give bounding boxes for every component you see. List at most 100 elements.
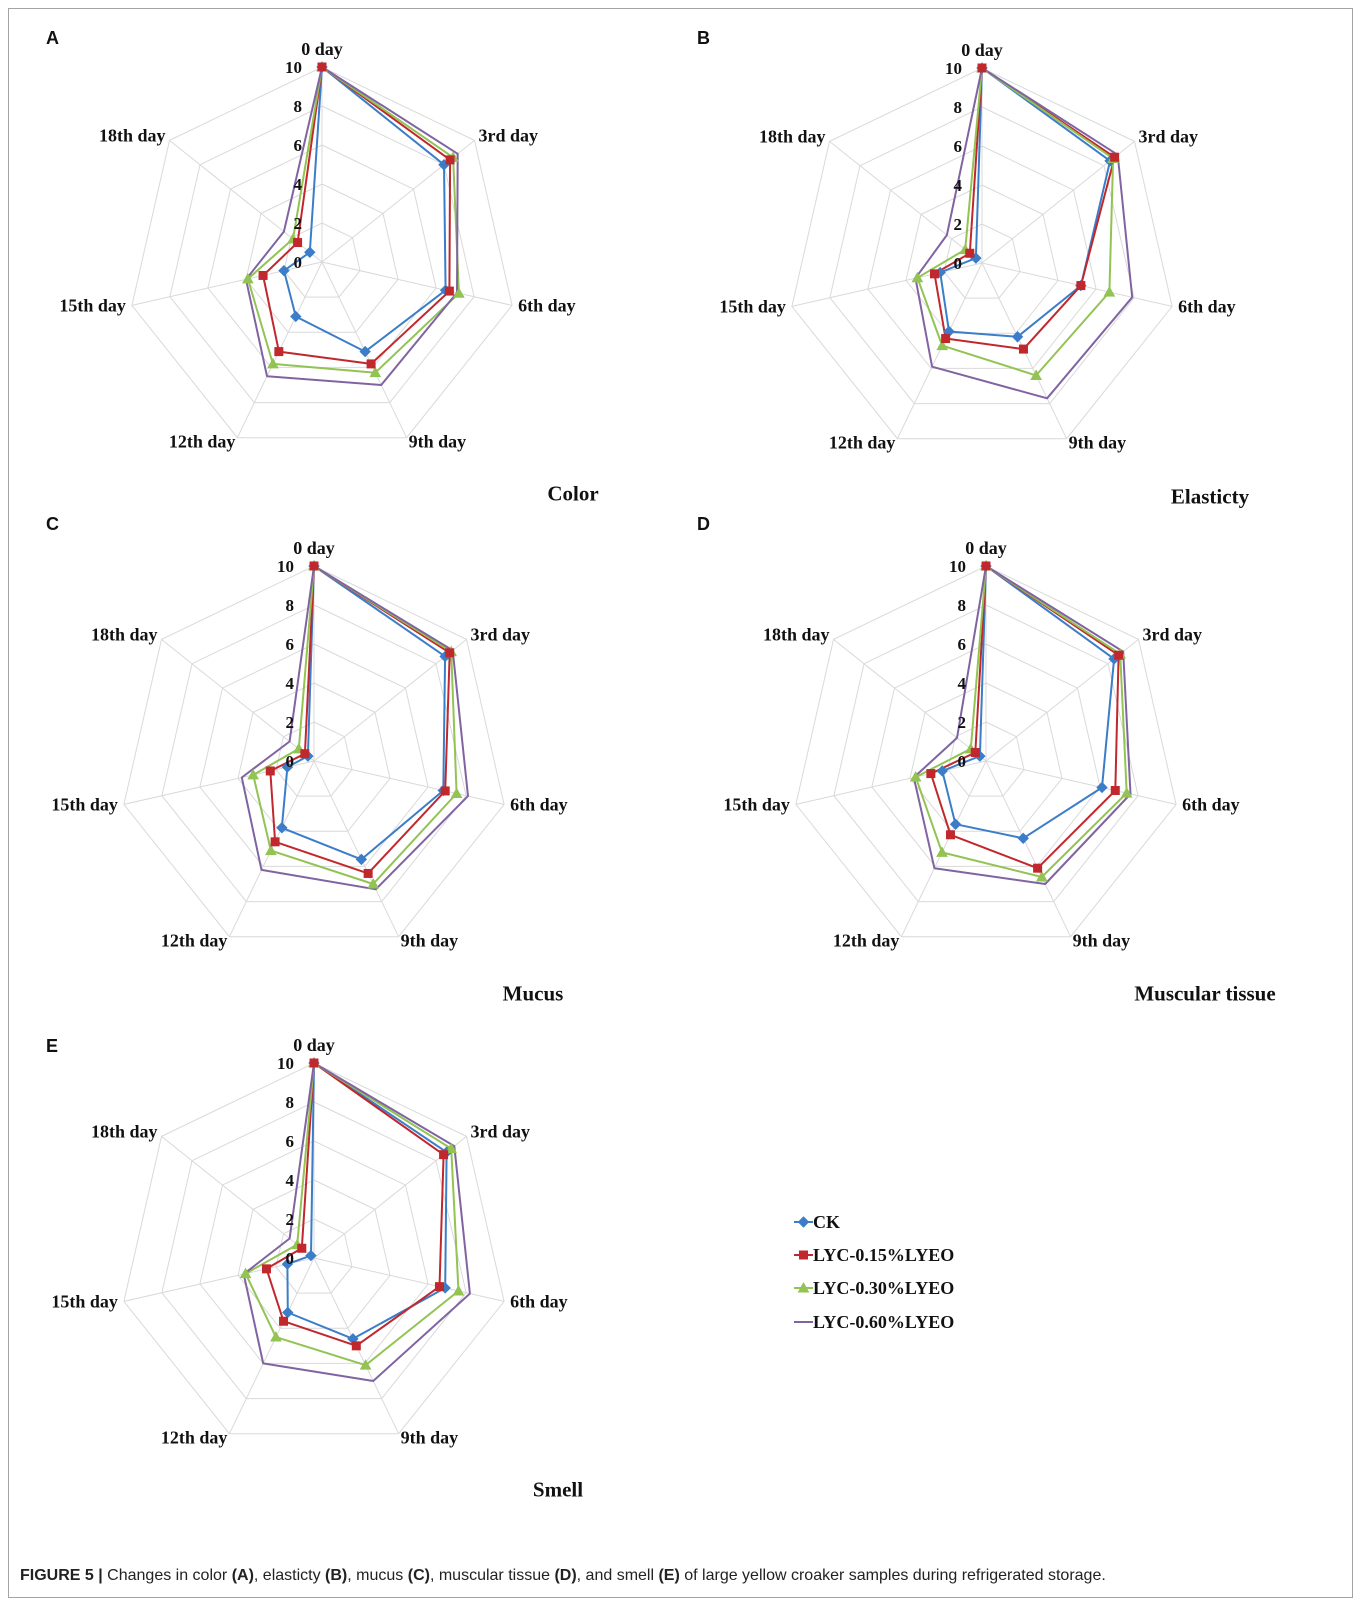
axis-label-a-9th-day: 9th day <box>409 432 467 452</box>
point-e-lyc-0-15-lyeo-0-day <box>309 1058 319 1068</box>
point-a-ck-15th-day <box>278 264 290 277</box>
axis-spoke-18th-day <box>161 1136 315 1259</box>
point-b-lyc-0-15-lyeo-15th-day <box>929 269 939 279</box>
point-a-lyc-0-15-lyeo-3rd-day <box>445 155 455 165</box>
point-a-lyc-0-15-lyeo-12th-day <box>274 347 284 357</box>
tick-label-c-2: 2 <box>286 713 295 732</box>
tick-label-c-0: 0 <box>286 752 295 771</box>
point-d-lyc-0-15-lyeo-0-day <box>981 561 991 571</box>
axis-spoke-9th-day <box>985 760 1072 937</box>
series-line-c-lyc-0-30-lyeo <box>252 565 458 885</box>
tick-label-b-10: 10 <box>945 59 962 78</box>
point-d-lyc-0-15-lyeo-12th-day <box>945 830 955 840</box>
axis-spoke-18th-day <box>833 639 987 762</box>
series-points-c-lyc-0-30-lyeo <box>247 559 463 889</box>
tick-label-c-10: 10 <box>277 557 294 576</box>
point-a-lyc-0-30-lyeo-9th-day <box>369 366 382 378</box>
point-e-lyc-0-15-lyeo-9th-day <box>351 1341 361 1351</box>
point-c-lyc-0-15-lyeo-0-day <box>309 561 319 571</box>
point-e-lyc-0-15-lyeo-6th-day <box>434 1282 444 1292</box>
tick-label-b-4: 4 <box>954 176 963 195</box>
grid-ring-4 <box>245 183 399 333</box>
legend-item-lyc-030: LYC-0.30%LYEO <box>794 1277 954 1299</box>
tick-label-e-10: 10 <box>277 1054 294 1073</box>
radar-chart-e: 0 2 4 6 8 100 day 3rd day 6th day 9th day 12th da… <box>51 1035 567 1448</box>
series-line-a-lyc-0-60-lyeo <box>245 66 459 386</box>
point-d-lyc-0-30-lyeo-6th-day <box>1120 787 1133 798</box>
axis-label-d-6th-day: 6th day <box>1182 794 1240 814</box>
axis-label-b-18th-day: 18th day <box>759 126 826 146</box>
axis-label-e-3rd-day: 3rd day <box>471 1121 531 1141</box>
tick-label-c-4: 4 <box>286 674 295 693</box>
point-b-lyc-0-30-lyeo-12th-day <box>936 339 949 351</box>
axis-label-d-12th-day: 12th day <box>833 931 900 951</box>
point-c-ck-15th-day <box>281 761 294 773</box>
grid-ring-6 <box>199 643 429 867</box>
point-b-lyc-0-15-lyeo-3rd-day <box>1110 152 1120 162</box>
point-c-lyc-0-30-lyeo-9th-day <box>367 877 380 889</box>
point-a-ck-18th-day <box>304 246 316 258</box>
point-d-lyc-0-30-lyeo-9th-day <box>1035 870 1048 882</box>
legend-marker-ck <box>797 1216 810 1228</box>
series-points-c-ck <box>276 560 451 866</box>
axis-spoke-18th-day <box>161 639 315 762</box>
grid-ring-10 <box>123 1062 505 1435</box>
point-a-lyc-0-15-lyeo-0-day <box>317 62 327 72</box>
panel-label-e: E <box>46 1036 59 1056</box>
axis-label-e-15th-day: 15th day <box>51 1291 118 1311</box>
point-c-lyc-0-15-lyeo-9th-day <box>363 868 373 878</box>
legend-marker-lyc-0-15-lyeo <box>799 1250 808 1260</box>
grid-ring-8 <box>833 604 1139 903</box>
chart-title-mucus: Mucus <box>502 981 564 1006</box>
series-points-a-lyc-0-15-lyeo <box>258 62 455 369</box>
grid-ring-4 <box>237 682 391 832</box>
series-line-d-lyc-0-30-lyeo <box>914 565 1128 878</box>
point-e-lyc-0-30-lyeo-12th-day <box>270 1331 282 1342</box>
point-d-lyc-0-30-lyeo-15th-day <box>909 771 922 782</box>
grid-c <box>123 565 505 938</box>
point-a-lyc-0-15-lyeo-6th-day <box>444 286 454 296</box>
series-line-e-lyc-0-15-lyeo <box>265 1062 445 1347</box>
tick-label-a-0: 0 <box>294 253 303 272</box>
axis-spoke-18th-day <box>829 141 983 264</box>
panel-label-b: B <box>697 28 710 48</box>
tick-label-b-2: 2 <box>954 215 963 234</box>
point-d-lyc-0-15-lyeo-18th-day <box>970 747 980 757</box>
point-c-lyc-0-15-lyeo-15th-day <box>265 766 275 776</box>
axis-label-a-18th-day: 18th day <box>99 125 166 145</box>
grid-e <box>123 1062 505 1435</box>
grid-ring-6 <box>867 145 1097 369</box>
grid-ring-2 <box>947 721 1025 797</box>
axis-label-c-9th-day: 9th day <box>401 931 459 951</box>
axis-spoke-12th-day <box>228 1257 315 1434</box>
caption-bold-segment: FIGURE 5 | <box>20 1567 103 1584</box>
point-d-ck-15th-day <box>936 765 948 777</box>
axis-label-e-12th-day: 12th day <box>161 1428 228 1448</box>
tick-label-c-8: 8 <box>286 596 295 615</box>
axis-spoke-6th-day <box>313 760 505 805</box>
point-c-lyc-0-15-lyeo-18th-day <box>300 749 310 759</box>
tick-label-a-10: 10 <box>285 58 302 77</box>
caption-bold-segment: (E) <box>658 1567 680 1584</box>
series-line-a-lyc-0-30-lyeo <box>246 66 460 374</box>
axis-spoke-6th-day <box>985 760 1177 805</box>
point-e-lyc-0-15-lyeo-15th-day <box>261 1264 271 1274</box>
grid-ring-2 <box>275 721 353 797</box>
figure-border <box>8 8 1353 1598</box>
grid-ring-6 <box>871 643 1101 867</box>
tick-label-b-8: 8 <box>954 98 963 117</box>
legend-swatch-lyc-015 <box>794 1250 813 1260</box>
caption-text-segment: , elasticty <box>253 1567 326 1584</box>
point-e-ck-12th-day <box>282 1306 294 1319</box>
point-c-lyc-0-15-lyeo-12th-day <box>270 837 280 847</box>
point-a-lyc-0-30-lyeo-6th-day <box>453 287 465 298</box>
tick-label-d-6: 6 <box>958 635 967 654</box>
chart-title-muscular-tissue: Muscular tissue <box>1134 981 1276 1006</box>
grid-d <box>795 565 1177 938</box>
axis-spoke-3rd-day <box>313 639 467 762</box>
point-d-ck-12th-day <box>949 818 962 830</box>
tick-label-e-6: 6 <box>286 1132 295 1151</box>
series-points-b-lyc-0-15-lyeo <box>929 63 1120 354</box>
tick-label-a-6: 6 <box>294 136 303 155</box>
